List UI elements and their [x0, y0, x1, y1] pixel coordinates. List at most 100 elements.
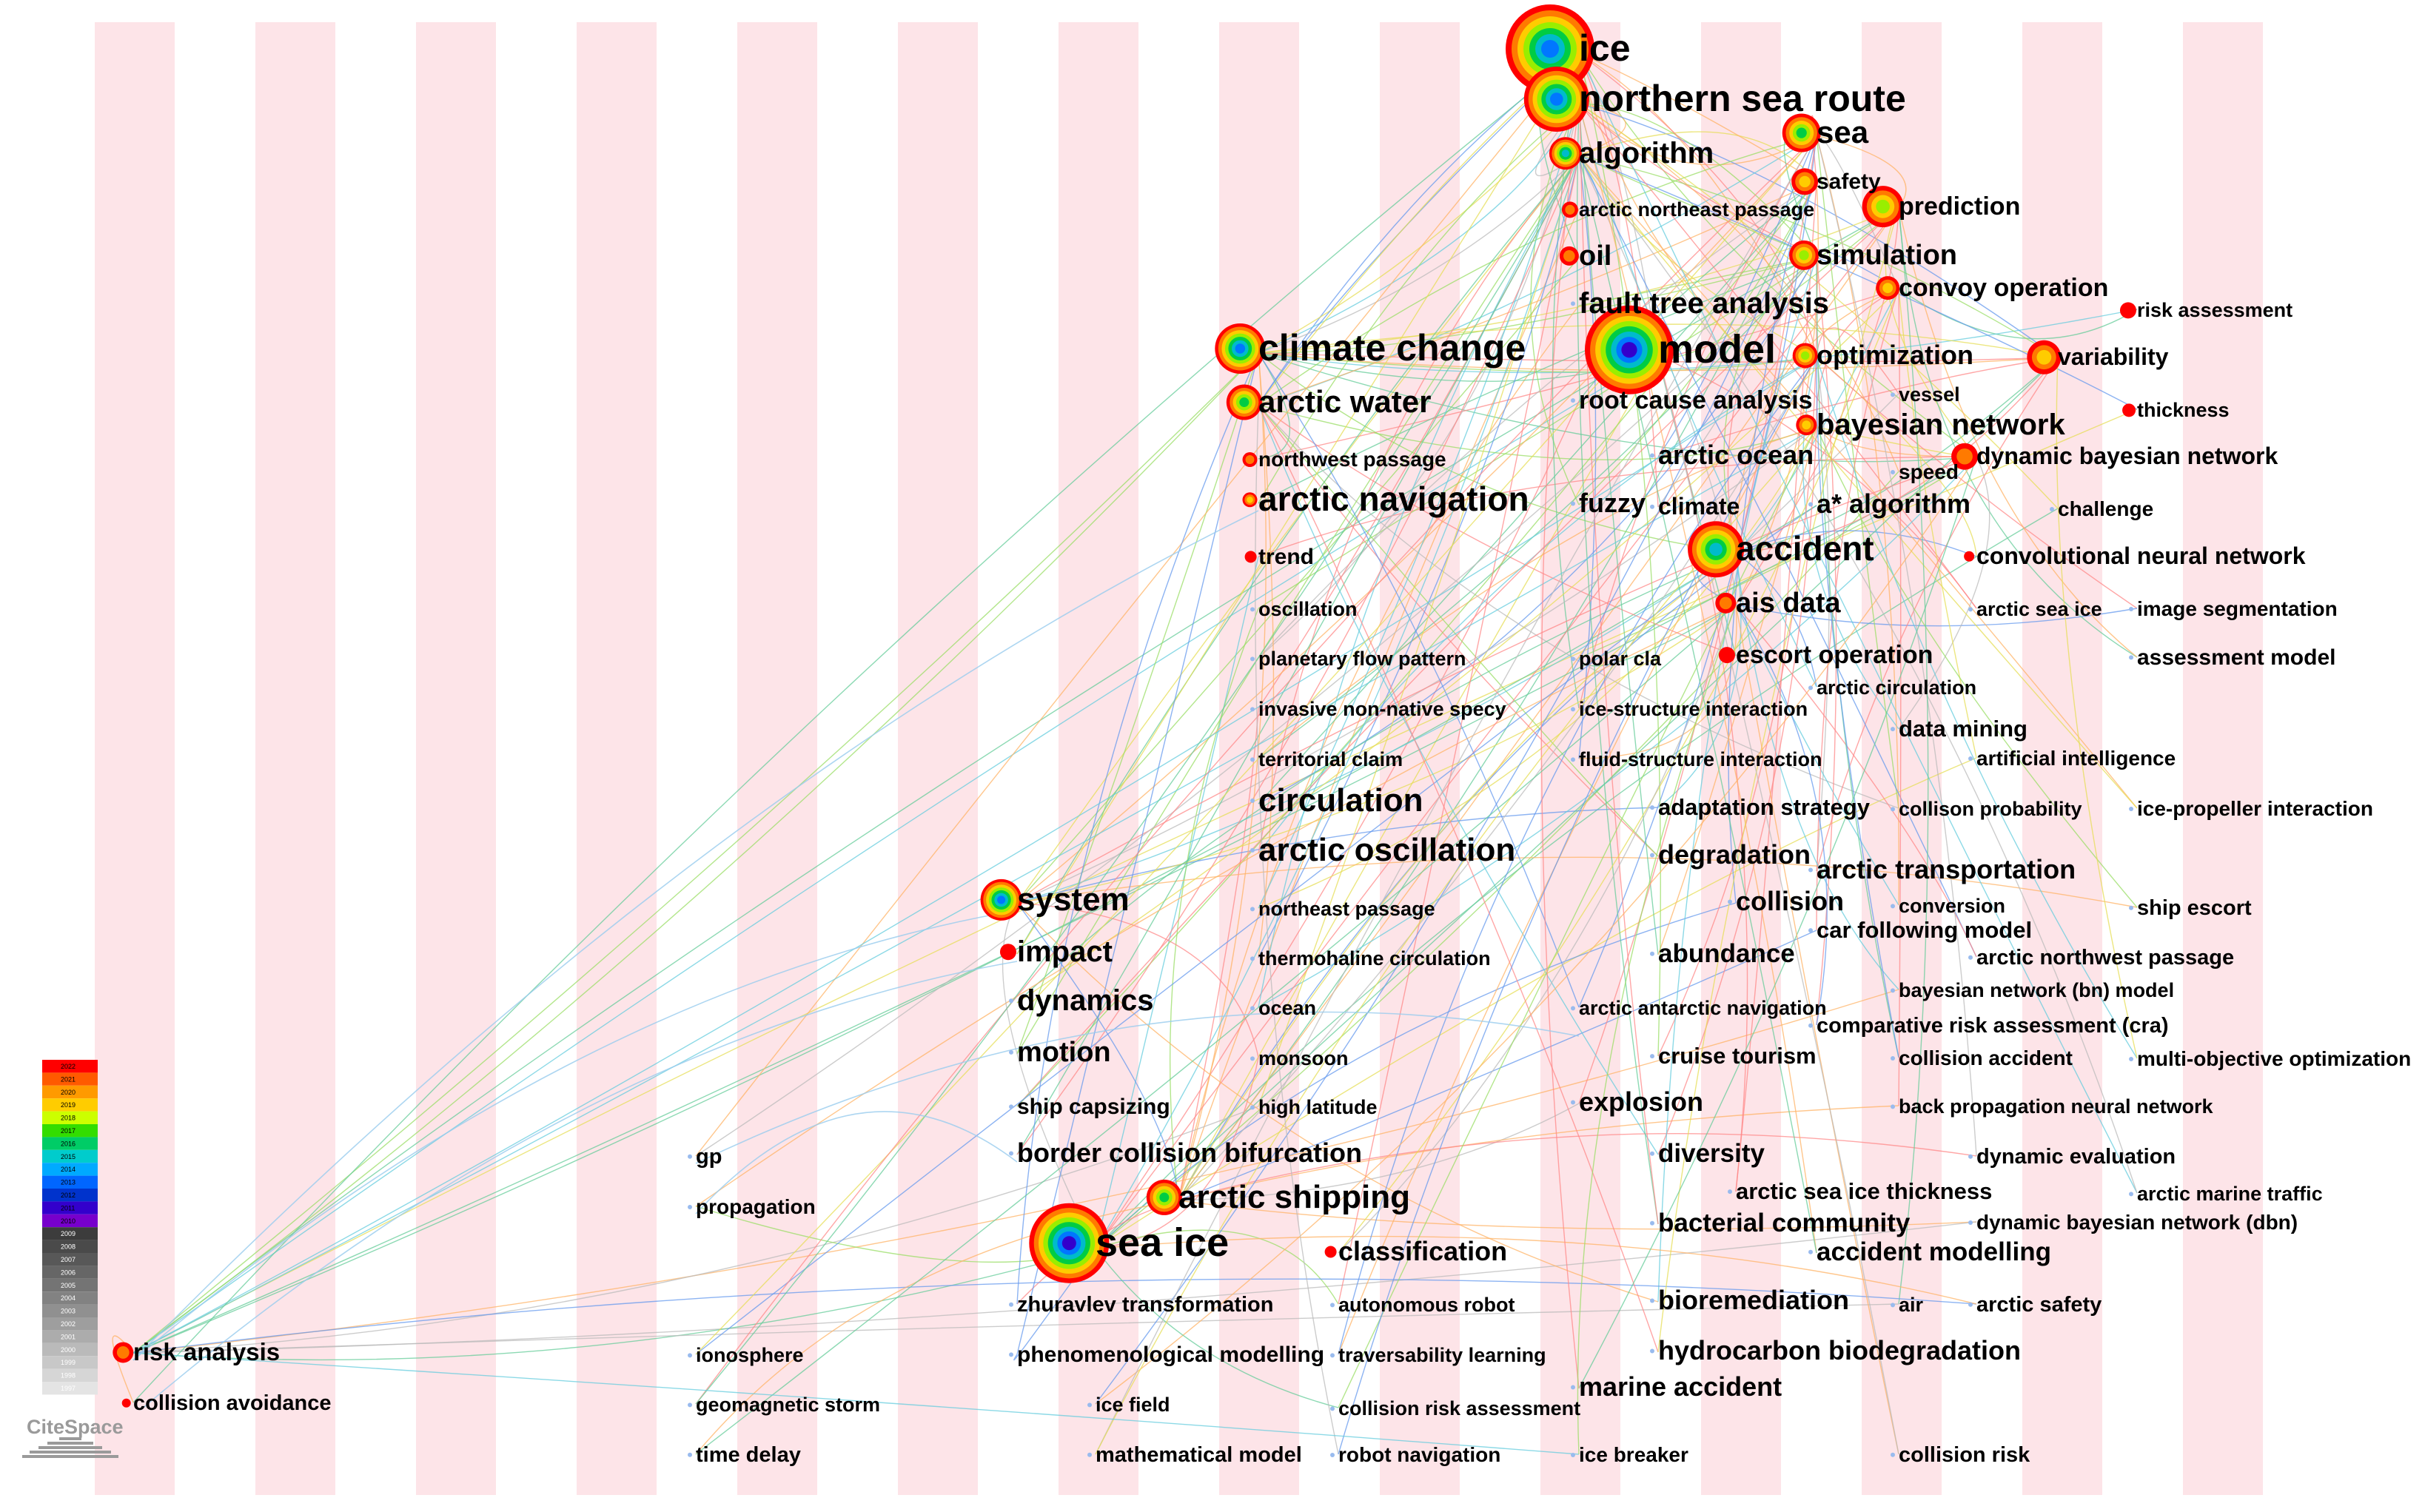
keyword-label-collision-risk[interactable]: collision risk	[1899, 1443, 2030, 1467]
keyword-label-ionosphere[interactable]: ionosphere	[696, 1344, 804, 1366]
keyword-label-abundance[interactable]: abundance	[1658, 939, 1795, 968]
keyword-label-collision-accident[interactable]: collision accident	[1899, 1046, 2073, 1069]
keyword-label-collision-avoidance[interactable]: collision avoidance	[133, 1391, 332, 1415]
keyword-node-air[interactable]	[1891, 1303, 1895, 1308]
keyword-node-border-collision-bifurcation[interactable]	[1009, 1151, 1013, 1156]
keyword-label-cruise-tourism[interactable]: cruise tourism	[1658, 1043, 1817, 1069]
keyword-label-vessel[interactable]: vessel	[1899, 383, 1960, 406]
keyword-node-assessment-model[interactable]	[2129, 655, 2133, 660]
keyword-label-thermohaline-circulation[interactable]: thermohaline circulation	[1258, 947, 1491, 970]
keyword-node-thickness[interactable]	[2122, 403, 2136, 417]
keyword-label-hydrocarbon-biodegradation[interactable]: hydrocarbon biodegradation	[1658, 1335, 2021, 1365]
keyword-node-accident[interactable]	[1688, 521, 1745, 578]
keyword-label-ocean[interactable]: ocean	[1258, 997, 1316, 1019]
keyword-node-climate-change[interactable]	[1215, 323, 1266, 374]
keyword-node-ice-structure-interaction[interactable]	[1571, 707, 1575, 712]
keyword-label-explosion[interactable]: explosion	[1579, 1086, 1703, 1117]
keyword-label-phenomenological-modelling[interactable]: phenomenological modelling	[1017, 1343, 1324, 1367]
keyword-node-classification[interactable]	[1324, 1246, 1337, 1258]
keyword-node-territorial-claim[interactable]	[1250, 757, 1255, 762]
keyword-label-climate-change[interactable]: climate change	[1258, 327, 1526, 369]
keyword-label-adaptation-strategy[interactable]: adaptation strategy	[1658, 794, 1871, 820]
keyword-node-sea-ice[interactable]	[1029, 1203, 1110, 1283]
keyword-label-arctic-northeast-passage[interactable]: arctic northeast passage	[1579, 198, 1814, 221]
keyword-node-arctic-transportation[interactable]	[1808, 867, 1813, 873]
keyword-node-image-segmentation[interactable]	[2129, 607, 2133, 612]
keyword-label-challenge[interactable]: challenge	[2058, 497, 2153, 520]
keyword-node-northern-sea-route[interactable]	[1523, 67, 1589, 132]
keyword-label-ice-structure-interaction[interactable]: ice-structure interaction	[1579, 698, 1808, 720]
keyword-node-ice-field[interactable]	[1087, 1402, 1092, 1408]
keyword-label-back-propagation-neural-network[interactable]: back propagation neural network	[1899, 1095, 2214, 1118]
keyword-node-ship-escort[interactable]	[2129, 905, 2133, 910]
keyword-label-dbn[interactable]: dynamic bayesian network (dbn)	[1976, 1211, 2298, 1234]
keyword-node-explosion[interactable]	[1571, 1100, 1575, 1105]
keyword-node-ice-breaker[interactable]	[1571, 1453, 1575, 1458]
keyword-node-invasive-non-native-specy[interactable]	[1250, 707, 1255, 712]
keyword-node-convoy-operation[interactable]	[1876, 276, 1900, 300]
keyword-node-arctic-circulation[interactable]	[1808, 685, 1813, 691]
keyword-label-northwest-passage[interactable]: northwest passage	[1258, 448, 1446, 471]
keyword-label-ice-breaker[interactable]: ice breaker	[1579, 1443, 1688, 1466]
keyword-label-monsoon[interactable]: monsoon	[1258, 1047, 1349, 1069]
keyword-node-dynamics[interactable]	[1009, 998, 1013, 1004]
keyword-node-collision-risk[interactable]	[1891, 1452, 1895, 1457]
keyword-node-phenomenological-modelling[interactable]	[1009, 1352, 1013, 1357]
keyword-label-accident[interactable]: accident	[1736, 529, 1874, 568]
keyword-label-high-latitude[interactable]: high latitude	[1258, 1096, 1377, 1118]
keyword-label-risk-assessment[interactable]: risk assessment	[2137, 299, 2292, 321]
keyword-node-collision-avoidance[interactable]	[121, 1398, 131, 1408]
keyword-label-arctic-water[interactable]: arctic water	[1258, 384, 1431, 419]
keyword-node-bioremediation[interactable]	[1650, 1298, 1654, 1303]
keyword-node-marine-accident[interactable]	[1571, 1385, 1575, 1390]
keyword-label-autonomous-robot[interactable]: autonomous robot	[1338, 1294, 1515, 1316]
keyword-label-thickness[interactable]: thickness	[2137, 399, 2230, 421]
keyword-label-assessment-model[interactable]: assessment model	[2137, 645, 2335, 670]
keyword-label-data-mining[interactable]: data mining	[1899, 716, 2027, 742]
keyword-node-bayesian-network[interactable]	[1796, 414, 1817, 436]
keyword-label-robot-navigation[interactable]: robot navigation	[1338, 1443, 1500, 1466]
keyword-label-image-segmentation[interactable]: image segmentation	[2137, 597, 2338, 620]
keyword-node-cruise-tourism[interactable]	[1650, 1054, 1654, 1059]
keyword-label-traversability-learning[interactable]: traversability learning	[1338, 1344, 1546, 1366]
keyword-node-variability[interactable]	[2027, 340, 2062, 374]
keyword-label-optimization[interactable]: optimization	[1817, 340, 1973, 370]
keyword-node-arctic-northeast-passage[interactable]	[1561, 201, 1578, 218]
keyword-node-multi-objective-optimization[interactable]	[2129, 1057, 2133, 1062]
keyword-label-polar-cla[interactable]: polar cla	[1579, 648, 1662, 670]
keyword-node-data-mining[interactable]	[1891, 727, 1895, 732]
keyword-node-model[interactable]	[1585, 305, 1674, 394]
keyword-node-a-star-algorithm[interactable]	[1808, 502, 1813, 507]
keyword-node-system[interactable]	[980, 878, 1022, 921]
keyword-node-sea[interactable]	[1782, 113, 1821, 152]
keyword-node-arctic-oscillation[interactable]	[1250, 847, 1255, 853]
keyword-label-bacterial-community[interactable]: bacterial community	[1658, 1209, 1911, 1237]
keyword-node-car-following-model[interactable]	[1808, 928, 1813, 933]
keyword-label-collision[interactable]: collision	[1736, 886, 1844, 916]
keyword-label-arctic-oscillation[interactable]: arctic oscillation	[1258, 832, 1515, 868]
keyword-label-motion[interactable]: motion	[1017, 1037, 1111, 1068]
keyword-node-oscillation[interactable]	[1250, 607, 1255, 612]
keyword-node-impact[interactable]	[999, 944, 1016, 961]
keyword-label-dynamic-bayesian-network[interactable]: dynamic bayesian network	[1976, 443, 2278, 469]
keyword-label-degradation[interactable]: degradation	[1658, 839, 1811, 870]
keyword-node-climate[interactable]	[1650, 504, 1654, 509]
keyword-label-dynamics[interactable]: dynamics	[1017, 984, 1154, 1017]
keyword-label-multi-objective-optimization[interactable]: multi-objective optimization	[2137, 1047, 2411, 1070]
keyword-label-collison-probability[interactable]: collison probability	[1899, 798, 2082, 820]
keyword-label-zhuravlev-transformation[interactable]: zhuravlev transformation	[1017, 1293, 1273, 1317]
keyword-node-ship-capsizing[interactable]	[1009, 1104, 1013, 1109]
keyword-node-escort-operation[interactable]	[1718, 647, 1735, 664]
keyword-label-planetary-flow-pattern[interactable]: planetary flow pattern	[1258, 648, 1466, 670]
keyword-label-ais-data[interactable]: ais data	[1736, 588, 1841, 619]
keyword-label-air[interactable]: air	[1899, 1294, 1924, 1316]
keyword-node-abundance[interactable]	[1650, 951, 1654, 956]
keyword-label-prediction[interactable]: prediction	[1899, 192, 2020, 221]
keyword-node-root-cause-analysis[interactable]	[1571, 398, 1575, 403]
keyword-label-sea[interactable]: sea	[1817, 115, 1869, 149]
keyword-label-marine-accident[interactable]: marine accident	[1579, 1371, 1782, 1402]
keyword-label-ship-capsizing[interactable]: ship capsizing	[1017, 1095, 1170, 1119]
keyword-node-fault-tree-analysis[interactable]	[1571, 301, 1575, 306]
keyword-label-root-cause-analysis[interactable]: root cause analysis	[1579, 386, 1813, 414]
keyword-label-sea-ice[interactable]: sea ice	[1096, 1220, 1229, 1265]
